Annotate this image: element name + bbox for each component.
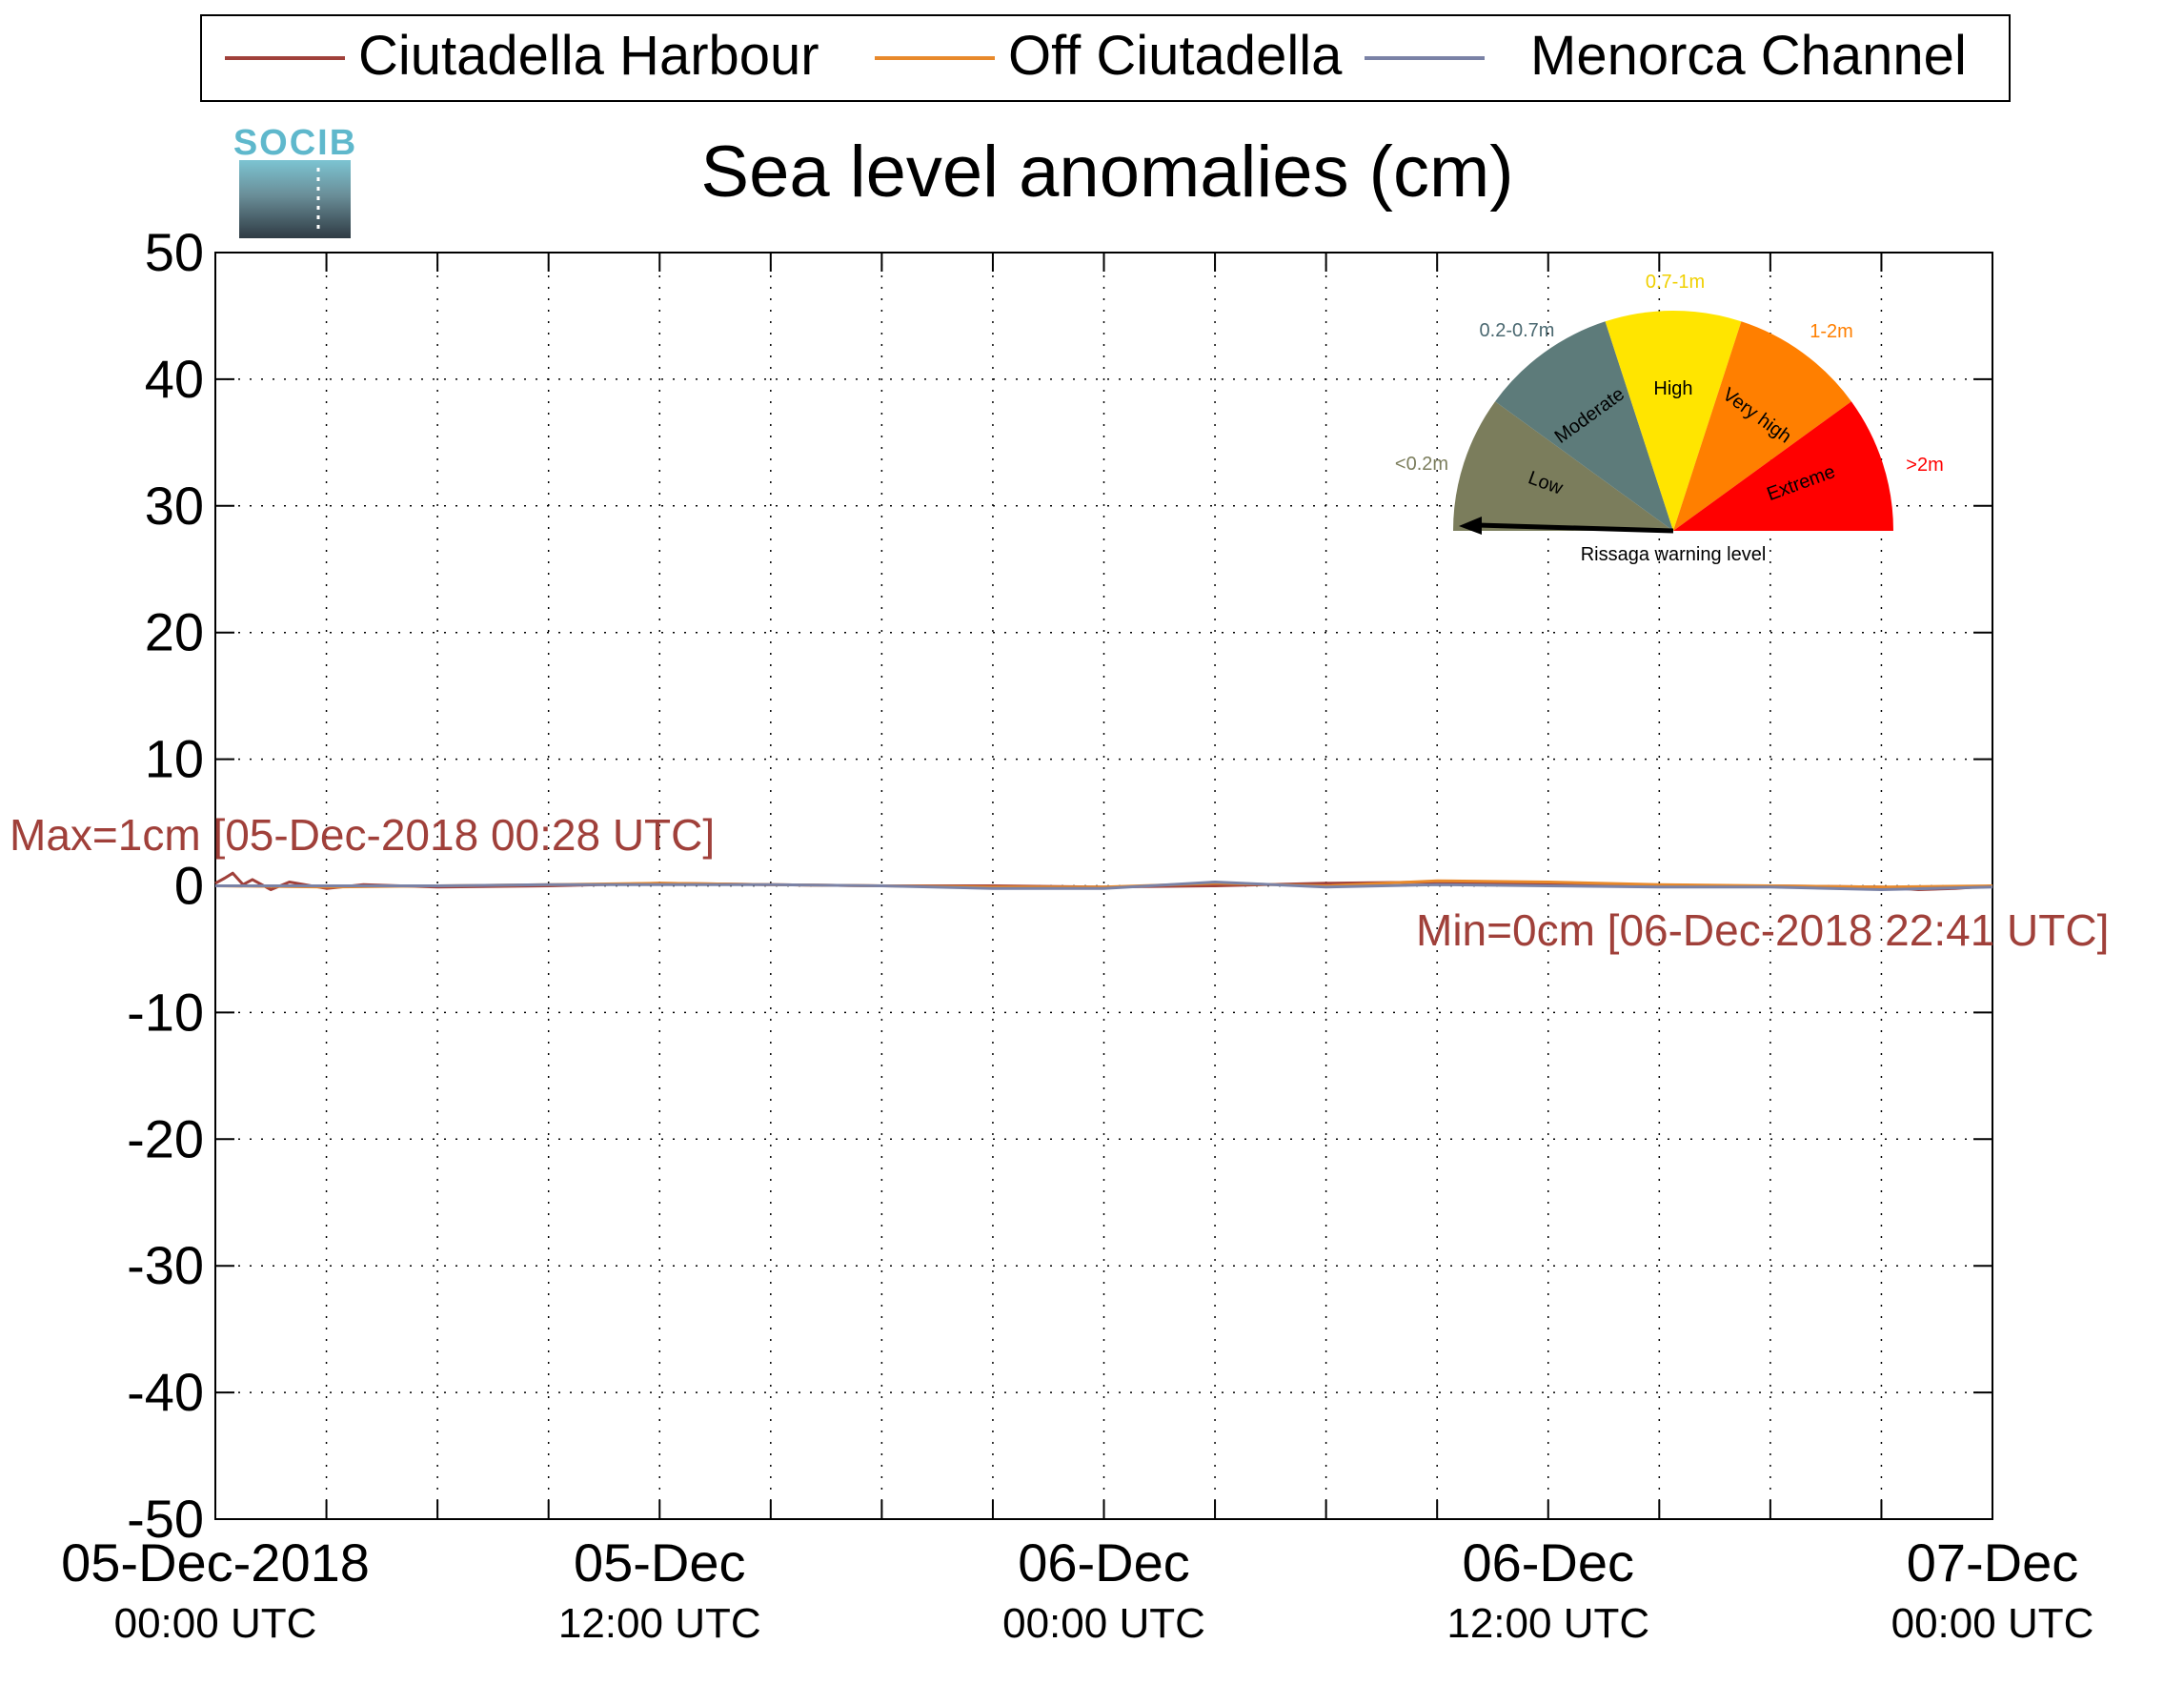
plot-area: 50 40 30 20 10 0 -10 -20 -30 -40 -50 05-Dec-2018 00… (61, 222, 2093, 1647)
y-tick-label: 10 (145, 729, 204, 789)
gauge-range-label-3: 1-2m (1810, 321, 1853, 342)
y-tick-label: -30 (127, 1235, 204, 1295)
y-tick-label: -20 (127, 1108, 204, 1168)
min-annotation: Min=0cm [06-Dec-2018 22:41 UTC] (1416, 905, 2109, 955)
logo-water (239, 160, 351, 238)
y-tick-label: 40 (145, 349, 204, 409)
x-tick-label-time: 00:00 UTC (114, 1600, 317, 1647)
gauge-segment-2 (1605, 310, 1742, 531)
gauge-range-label-4: >2m (1906, 455, 1943, 476)
y-tick-label: -50 (127, 1489, 204, 1549)
y-tick-label: 20 (145, 602, 204, 662)
x-tick-label-date: 06-Dec (1462, 1532, 1634, 1593)
y-tick-label: 50 (145, 222, 204, 282)
legend-frame (200, 14, 2011, 102)
y-tick-label: 0 (174, 856, 204, 916)
x-tick-label-date: 05-Dec-2018 (61, 1532, 370, 1593)
gauge-segment-3 (1673, 321, 1851, 531)
x-tick-label-date: 07-Dec (1907, 1532, 2079, 1593)
x-tick-label-time: 00:00 UTC (1891, 1600, 2094, 1647)
gauge-segment-1 (1495, 321, 1673, 531)
gauge-segment-4 (1673, 401, 1894, 531)
chart-title: Sea level anomalies (cm) (700, 132, 1513, 213)
series-line-2 (215, 881, 1993, 891)
logo-text: SOCIB (233, 123, 357, 163)
legend-label-1: Off Ciutadella (1008, 25, 1343, 87)
x-tick-label-time: 00:00 UTC (1002, 1600, 1205, 1647)
legend-label-2: Menorca Channel (1530, 25, 1967, 87)
x-tick-label-date: 05-Dec (574, 1532, 746, 1593)
gauge-needle-arrowhead (1459, 517, 1482, 535)
legend-label-0: Ciutadella Harbour (358, 25, 819, 87)
gauge-range-label-1: 0.2-0.7m (1480, 320, 1555, 341)
gauge-range-label-0: <0.2m (1395, 454, 1448, 475)
y-tick-label: 30 (145, 476, 204, 536)
socib-logo: SOCIB (233, 123, 357, 238)
gauge-range-label-2: 0.7-1m (1646, 272, 1705, 293)
gauge-caption: Rissaga warning level (1581, 544, 1767, 565)
x-tick-label-time: 12:00 UTC (1446, 1600, 1649, 1647)
x-tick-label-time: 12:00 UTC (558, 1600, 761, 1647)
max-annotation: Max=1cm [05-Dec-2018 00:28 UTC] (10, 810, 715, 860)
gauge-needle (1477, 522, 1674, 534)
y-tick-label: -10 (127, 982, 204, 1042)
gauge-level-label-2: High (1653, 378, 1692, 399)
y-tick-label: -40 (127, 1362, 204, 1422)
gauge-segment-0 (1453, 401, 1673, 531)
x-tick-label-date: 06-Dec (1018, 1532, 1190, 1593)
legend: Ciutadella Harbour Off Ciutadella Menorca … (200, 14, 2011, 102)
